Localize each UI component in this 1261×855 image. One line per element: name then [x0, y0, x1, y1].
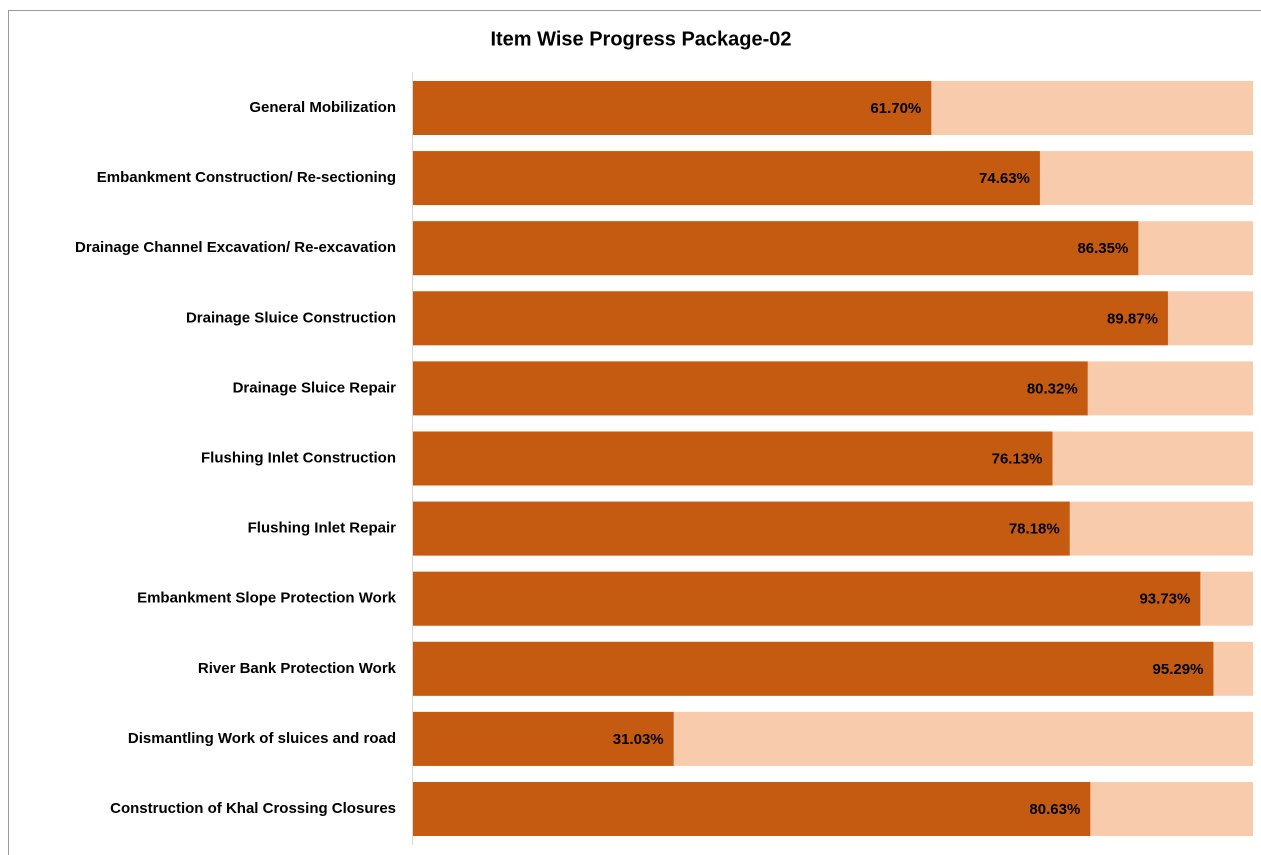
data-label: 86.35%	[1077, 240, 1128, 257]
y-tick-label: Flushing Inlet Construction	[201, 449, 396, 466]
chart-title: Item Wise Progress Package-02	[490, 28, 791, 50]
y-tick-label: Dismantling Work of sluices and road	[128, 730, 396, 747]
bar	[413, 431, 1053, 486]
data-label: 78.18%	[1009, 521, 1060, 538]
bar	[413, 501, 1070, 556]
data-label: 93.73%	[1139, 591, 1190, 608]
bar	[413, 782, 1091, 836]
data-label: 74.63%	[979, 170, 1030, 187]
y-tick-label: River Bank Protection Work	[198, 660, 397, 677]
data-label: 80.32%	[1027, 380, 1078, 397]
bar	[413, 571, 1201, 626]
bar	[413, 711, 674, 766]
bar	[413, 361, 1088, 416]
y-tick-label: Flushing Inlet Repair	[248, 520, 397, 537]
y-tick-label: Drainage Sluice Repair	[233, 379, 397, 396]
bar	[413, 151, 1040, 206]
frame	[8, 10, 1261, 855]
bar	[413, 291, 1168, 346]
bar	[413, 81, 932, 135]
data-label: 76.13%	[992, 450, 1043, 467]
bar	[413, 641, 1214, 696]
y-tick-label: Drainage Sluice Construction	[186, 309, 396, 326]
data-label: 80.63%	[1029, 801, 1080, 818]
data-label: 89.87%	[1107, 310, 1158, 327]
y-tick-label: Embankment Construction/ Re-sectioning	[97, 169, 396, 186]
y-tick-label: Embankment Slope Protection Work	[137, 590, 397, 607]
data-label: 31.03%	[613, 731, 664, 748]
data-label: 61.70%	[870, 100, 921, 117]
y-tick-label: Drainage Channel Excavation/ Re-excavati…	[75, 239, 396, 256]
bar	[413, 221, 1139, 276]
y-tick-label: General Mobilization	[249, 99, 396, 116]
y-tick-label: Construction of Khal Crossing Closures	[110, 800, 396, 817]
data-label: 95.29%	[1153, 661, 1204, 678]
